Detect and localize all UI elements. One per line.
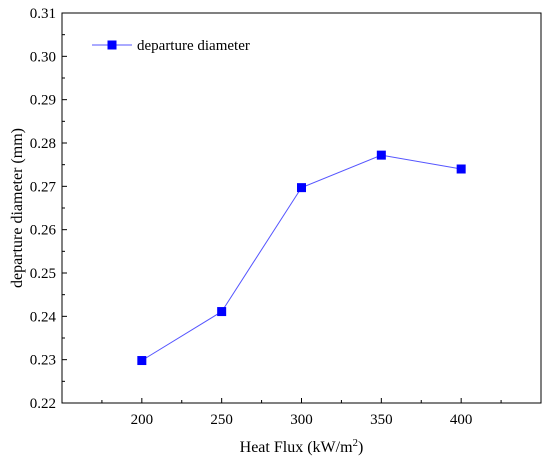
x-axis-title-main: Heat Flux (kW/m — [240, 439, 353, 456]
x-tick-label: 300 — [290, 412, 313, 428]
y-tick-label: 0.24 — [30, 309, 57, 325]
x-axis-title-tail: ) — [358, 439, 363, 456]
data-point — [376, 150, 386, 160]
data-point — [137, 356, 147, 366]
y-tick-label: 0.23 — [30, 353, 56, 369]
y-tick-label: 0.22 — [30, 396, 56, 412]
y-tick-label: 0.31 — [30, 6, 56, 22]
x-axis-title-superscript: 2 — [353, 437, 359, 449]
x-axis-title: Heat Flux (kW/m2) — [240, 437, 364, 456]
x-tick-label: 200 — [131, 412, 154, 428]
x-tick-label: 400 — [450, 412, 473, 428]
x-tick-label: 250 — [210, 412, 233, 428]
y-tick-label: 0.26 — [30, 223, 57, 239]
axes: 200 250 300 350 400 0.22 0.23 0.24 0.25 0.26 0.27 0… — [30, 6, 542, 428]
legend-label: departure diameter — [137, 38, 250, 54]
plot-area — [137, 150, 466, 366]
data-point — [297, 183, 306, 193]
data-point — [217, 307, 227, 317]
legend-marker-square — [107, 40, 117, 50]
y-tick-label: 0.25 — [30, 266, 56, 282]
y-tick-label: 0.28 — [30, 136, 56, 152]
x-tick-label: 350 — [370, 412, 393, 428]
y-tick-label: 0.29 — [30, 93, 56, 109]
legend: departure diameter — [92, 38, 250, 54]
y-axis-title: departure diameter (mm) — [9, 128, 26, 288]
data-point — [456, 164, 466, 174]
y-tick-label: 0.27 — [30, 179, 57, 195]
y-tick-label: 0.30 — [30, 49, 56, 65]
plot-frame — [61, 12, 542, 404]
